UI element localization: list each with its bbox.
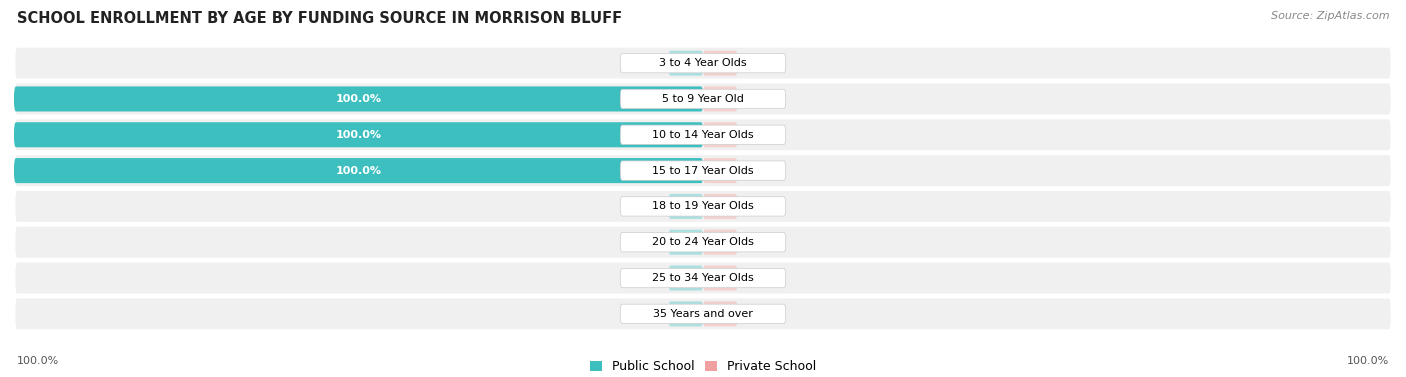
Text: 0.0%: 0.0% [744,273,772,283]
FancyBboxPatch shape [620,197,786,216]
Text: 3 to 4 Year Olds: 3 to 4 Year Olds [659,58,747,68]
Text: 0.0%: 0.0% [744,94,772,104]
Text: 15 to 17 Year Olds: 15 to 17 Year Olds [652,166,754,176]
FancyBboxPatch shape [14,82,1392,116]
FancyBboxPatch shape [668,194,703,219]
Text: 0.0%: 0.0% [634,309,662,319]
Text: 0.0%: 0.0% [634,237,662,247]
FancyBboxPatch shape [14,158,703,183]
FancyBboxPatch shape [14,86,703,112]
FancyBboxPatch shape [703,301,738,326]
Text: 0.0%: 0.0% [744,201,772,211]
FancyBboxPatch shape [668,230,703,255]
Text: 0.0%: 0.0% [744,309,772,319]
FancyBboxPatch shape [620,268,786,288]
FancyBboxPatch shape [620,54,786,73]
Text: 100.0%: 100.0% [336,94,381,104]
FancyBboxPatch shape [703,158,738,183]
FancyBboxPatch shape [14,154,1392,187]
FancyBboxPatch shape [668,301,703,326]
Legend: Public School, Private School: Public School, Private School [586,357,820,377]
FancyBboxPatch shape [668,51,703,76]
Text: SCHOOL ENROLLMENT BY AGE BY FUNDING SOURCE IN MORRISON BLUFF: SCHOOL ENROLLMENT BY AGE BY FUNDING SOUR… [17,11,621,26]
Text: 10 to 14 Year Olds: 10 to 14 Year Olds [652,130,754,140]
Text: 0.0%: 0.0% [634,58,662,68]
Text: Source: ZipAtlas.com: Source: ZipAtlas.com [1271,11,1389,21]
FancyBboxPatch shape [620,233,786,252]
Text: 25 to 34 Year Olds: 25 to 34 Year Olds [652,273,754,283]
FancyBboxPatch shape [703,194,738,219]
FancyBboxPatch shape [703,51,738,76]
Text: 0.0%: 0.0% [744,58,772,68]
Text: 0.0%: 0.0% [634,201,662,211]
Text: 0.0%: 0.0% [744,166,772,176]
Text: 35 Years and over: 35 Years and over [652,309,754,319]
Text: 100.0%: 100.0% [1347,356,1389,366]
FancyBboxPatch shape [14,46,1392,80]
Text: 5 to 9 Year Old: 5 to 9 Year Old [662,94,744,104]
FancyBboxPatch shape [620,161,786,180]
FancyBboxPatch shape [14,225,1392,259]
FancyBboxPatch shape [14,122,703,147]
Text: 100.0%: 100.0% [336,166,381,176]
Text: 0.0%: 0.0% [744,130,772,140]
FancyBboxPatch shape [703,122,738,147]
Text: 20 to 24 Year Olds: 20 to 24 Year Olds [652,237,754,247]
FancyBboxPatch shape [620,89,786,109]
Text: 0.0%: 0.0% [744,237,772,247]
Text: 100.0%: 100.0% [336,130,381,140]
FancyBboxPatch shape [703,230,738,255]
FancyBboxPatch shape [14,190,1392,223]
Text: 18 to 19 Year Olds: 18 to 19 Year Olds [652,201,754,211]
FancyBboxPatch shape [703,265,738,291]
Text: 100.0%: 100.0% [17,356,59,366]
FancyBboxPatch shape [14,118,1392,152]
FancyBboxPatch shape [620,304,786,323]
Text: 0.0%: 0.0% [634,273,662,283]
FancyBboxPatch shape [620,125,786,144]
FancyBboxPatch shape [668,265,703,291]
FancyBboxPatch shape [14,261,1392,295]
FancyBboxPatch shape [14,297,1392,331]
FancyBboxPatch shape [703,86,738,112]
